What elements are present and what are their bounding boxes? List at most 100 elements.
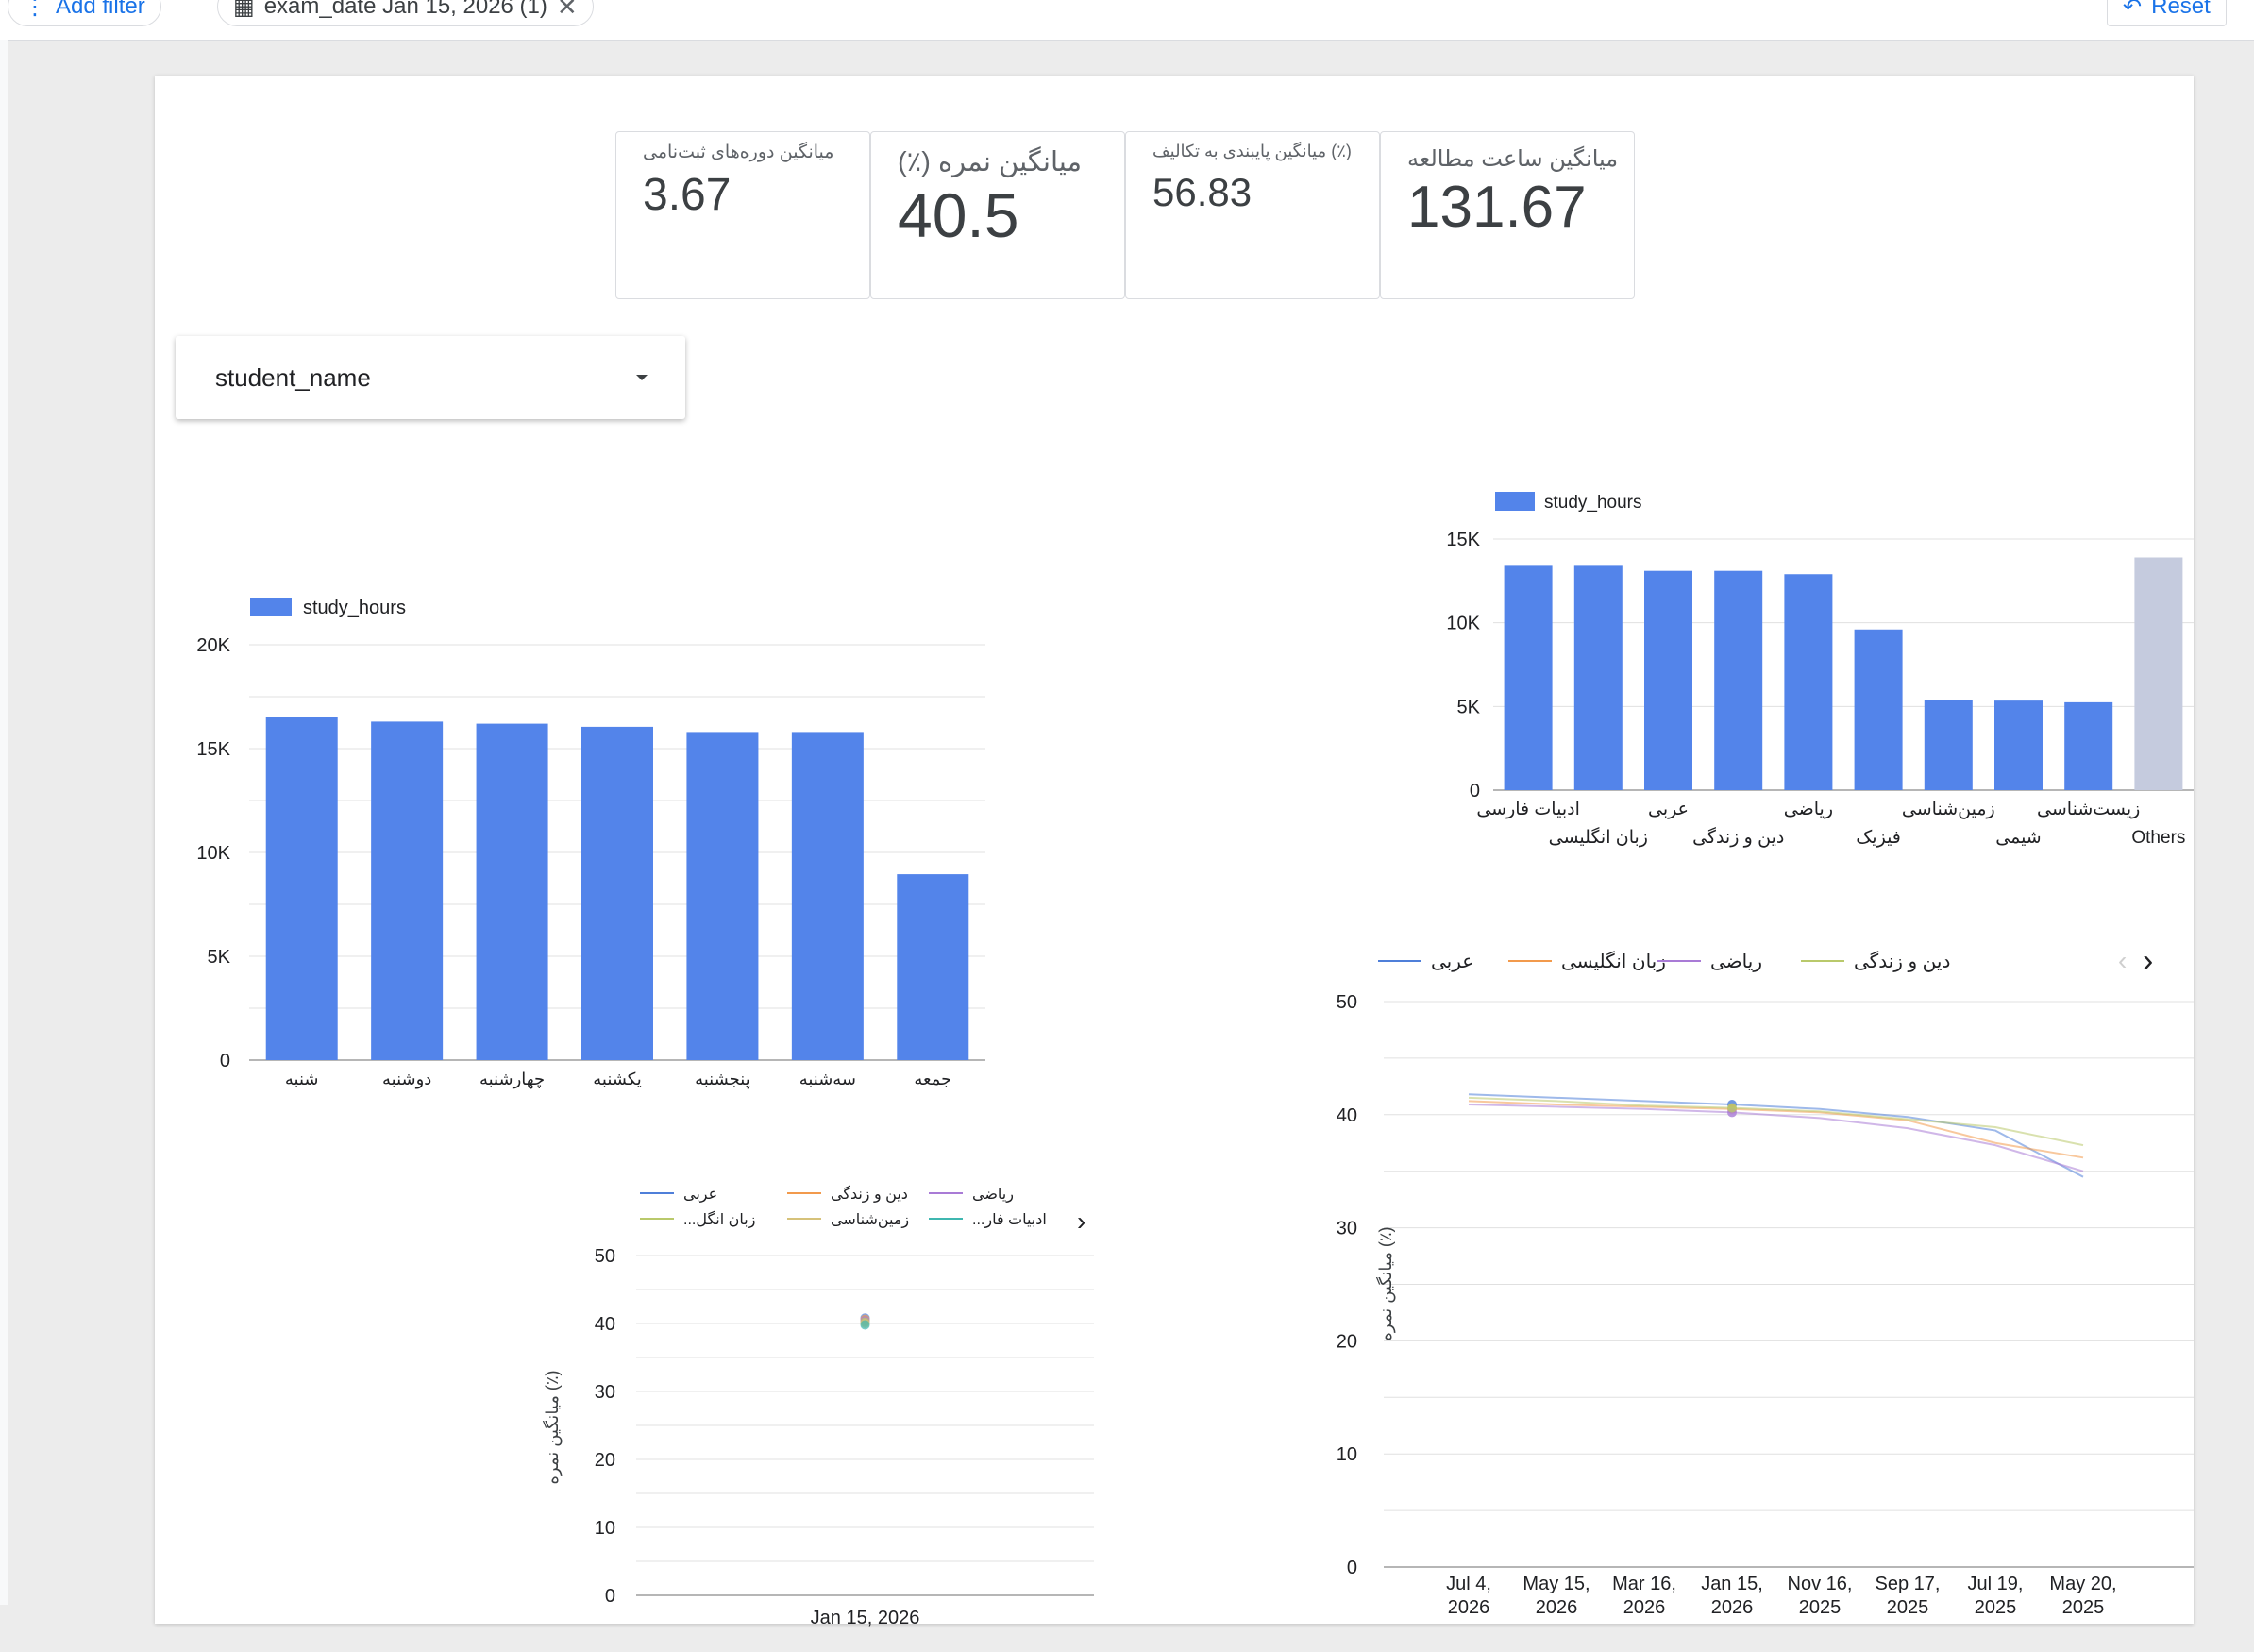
x-tick-label: شنبه <box>285 1070 319 1088</box>
y-tick-label: 10K <box>1446 614 1480 634</box>
y-tick-label: 5K <box>208 947 231 968</box>
x-tick-label: 2026 <box>1536 1597 1578 1618</box>
x-tick-label: 2025 <box>2062 1597 2105 1618</box>
y-tick-label: 10 <box>1337 1444 1357 1465</box>
chevron-right-icon: › <box>1077 1206 1085 1236</box>
x-tick-label: May 15, <box>1522 1574 1590 1594</box>
reset-button[interactable]: ↶ Reset <box>2107 0 2227 26</box>
bar <box>1504 565 1553 790</box>
x-tick-label: فیزیک <box>1856 828 1901 848</box>
y-tick-label: 20K <box>196 635 230 656</box>
student-name-dropdown[interactable]: student_name <box>176 336 685 419</box>
legend-label: ریاضی <box>972 1187 1014 1204</box>
x-tick-label: سه‌شنبه <box>799 1070 856 1088</box>
legend-label: ریاضی <box>1710 952 1762 972</box>
add-filter-button[interactable]: ⋮ Add filter <box>8 0 161 26</box>
bar <box>2134 557 2183 790</box>
x-tick-label: یکشنبه <box>593 1070 642 1088</box>
y-tick-label: 40 <box>1337 1105 1357 1126</box>
x-tick-label: زمین‌شناسی <box>1902 800 1995 819</box>
kpi-value: 3.67 <box>643 170 732 220</box>
bar <box>476 723 548 1060</box>
x-tick-label: زیست‌شناسی <box>2037 800 2140 819</box>
y-tick-label: 20 <box>1337 1331 1357 1352</box>
legend-label: عربی <box>1431 952 1473 972</box>
x-tick-label: Jul 4, <box>1446 1574 1491 1594</box>
undo-icon: ↶ <box>2123 0 2143 20</box>
series-line <box>1468 1093 2084 1178</box>
chevron-right-icon: › <box>2143 943 2153 979</box>
y-tick-label: 5K <box>1457 697 1481 717</box>
calendar-icon: ▦ <box>233 0 255 20</box>
series-point <box>1727 1103 1737 1113</box>
y-axis-label: میانگین نمره (٪) <box>1375 1226 1396 1340</box>
y-tick-label: 15K <box>196 739 230 760</box>
bar <box>581 726 653 1060</box>
x-tick-label: Nov 16, <box>1788 1574 1853 1594</box>
bar <box>1994 700 2043 790</box>
x-tick-label: Jul 19, <box>1968 1574 2024 1594</box>
y-tick-label: 50 <box>595 1246 615 1267</box>
legend-label: study_hours <box>1544 493 1642 513</box>
bar <box>1573 565 1623 790</box>
score-scatter-chart: عربی دین و زندگی ریاضی ...زبان انگل زمین‌شنا… <box>542 1185 1094 1628</box>
bar <box>686 732 759 1060</box>
bar <box>1644 570 1692 790</box>
legend-label: زمین‌شناسی <box>831 1212 909 1229</box>
legend-label: study_hours <box>303 598 406 618</box>
series-line <box>1468 1096 2084 1147</box>
weekday-bar-chart: study_hours 0 5K 10K 15K 20K شنبه دوشنبه چهارشنب… <box>196 598 985 1089</box>
score-line-chart: عربی زبان انگلیسی ریاضی دین و زندگی ‹ › 0 10 20 3… <box>1337 943 2194 1618</box>
x-tick-label: Jan 15, <box>1701 1574 1763 1594</box>
legend-label: زبان انگلیسی <box>1561 951 1666 972</box>
reset-label: Reset <box>2151 0 2211 19</box>
legend-label: عربی <box>683 1187 717 1204</box>
x-tick-label: Mar 16, <box>1612 1574 1676 1594</box>
x-tick-label: 2025 <box>1799 1597 1842 1618</box>
filter-chip-label: exam_date Jan 15, 2026 (1) <box>263 0 547 19</box>
bar <box>1924 700 1973 790</box>
x-tick-label: دین و زندگی <box>1692 826 1784 848</box>
left-rail <box>0 40 8 1605</box>
kpi-value: 40.5 <box>898 180 1019 250</box>
y-tick-label: 0 <box>1347 1558 1357 1578</box>
legend-swatch <box>250 598 292 616</box>
add-filter-label: Add filter <box>56 0 145 19</box>
x-tick-label: Others <box>2131 828 2185 848</box>
y-tick-label: 15K <box>1446 530 1480 550</box>
x-tick-label: جمعه <box>914 1070 951 1088</box>
x-tick-label: 2025 <box>1975 1597 2017 1618</box>
x-tick-label: دوشنبه <box>382 1070 431 1089</box>
dropdown-label: student_name <box>215 362 371 392</box>
bar <box>791 732 864 1060</box>
x-tick-label: زبان انگلیسی <box>1549 826 1648 848</box>
bar <box>371 721 444 1060</box>
bar <box>1784 574 1833 790</box>
bar <box>1714 570 1763 790</box>
filter-chip[interactable]: ▦ exam_date Jan 15, 2026 (1) ✕ <box>217 0 594 26</box>
kpi-homework-adherence: (٪) میانگین پایبندی به تکالیف 56.83 <box>1125 131 1380 299</box>
close-icon[interactable]: ✕ <box>556 0 578 21</box>
x-tick-label: 2025 <box>1887 1597 1929 1618</box>
report-canvas: میانگین دوره‌های ثبت‌نامی 3.67 میانگین ن… <box>155 76 2194 1628</box>
kpi-average-score: میانگین نمره (٪) 40.5 <box>870 131 1125 299</box>
kpi-label: میانگین ساعت مطالعه <box>1407 146 1619 172</box>
y-tick-label: 0 <box>220 1051 230 1071</box>
y-tick-label: 50 <box>1337 992 1357 1013</box>
y-tick-label: 40 <box>595 1314 615 1335</box>
x-tick-label: ادبیات فارسی <box>1476 800 1580 819</box>
caret-down-icon <box>636 375 648 380</box>
bar <box>265 717 338 1060</box>
x-tick-label: عربی <box>1648 800 1689 819</box>
chevron-left-icon: ‹ <box>2118 946 2127 975</box>
x-tick-label: Jan 15, 2026 <box>811 1608 920 1628</box>
kpi-value: 56.83 <box>1152 170 1253 214</box>
x-tick-label: چهارشنبه <box>479 1070 545 1089</box>
x-tick-label: Sep 17, <box>1876 1574 1941 1594</box>
legend-label: ...ادبیات فار <box>972 1212 1047 1229</box>
bar <box>2064 701 2113 790</box>
x-tick-label: 2026 <box>1623 1597 1666 1618</box>
kpi-study-hours: میانگین ساعت مطالعه 131.67 <box>1380 131 1635 299</box>
x-tick-label: شیمی <box>1995 828 2041 848</box>
x-tick-label: ریاضی <box>1784 800 1833 819</box>
